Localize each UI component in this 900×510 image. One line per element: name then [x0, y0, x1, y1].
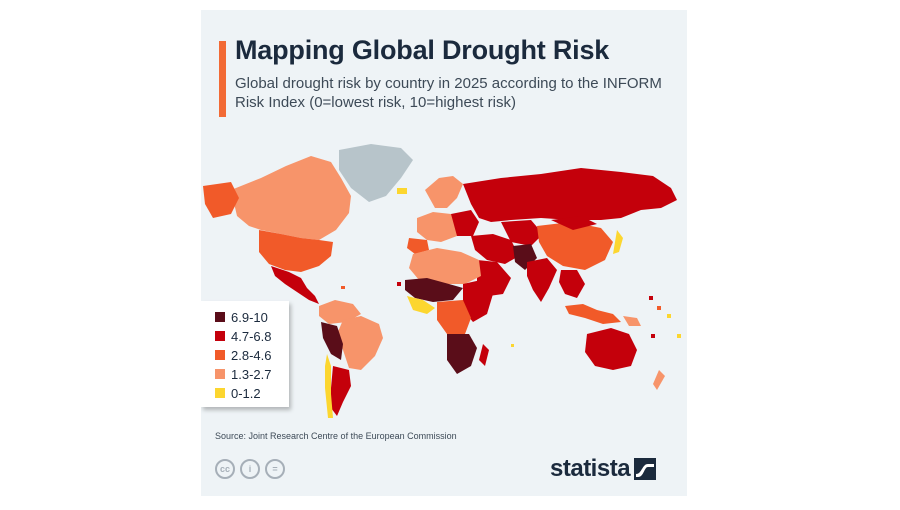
pacific-island-4 [677, 334, 681, 338]
legend-swatch [215, 350, 225, 360]
east-africa [463, 280, 493, 322]
brand-logo[interactable]: statista [550, 455, 657, 483]
legend-item: 0-1.2 [215, 385, 261, 401]
canada [231, 156, 351, 240]
greenland [339, 144, 413, 202]
new-zealand [653, 370, 665, 390]
scandinavia [425, 176, 463, 208]
japan [613, 230, 623, 254]
map-legend: 6.9-10 4.7-6.8 2.8-4.6 1.3-2.7 0-1.2 [201, 301, 289, 407]
sahel [405, 278, 463, 302]
legend-item: 2.8-4.6 [215, 347, 271, 363]
mongolia [551, 216, 597, 230]
southeast-asia [559, 270, 585, 298]
madagascar [479, 344, 489, 366]
argentina [331, 366, 351, 416]
page-title: Mapping Global Drought Risk [235, 35, 610, 65]
brand-name: statista [550, 455, 631, 482]
legend-label: 2.8-4.6 [231, 347, 272, 363]
central-asia [501, 220, 543, 246]
legend-swatch [215, 369, 225, 379]
atlantic-island [397, 282, 401, 286]
legend-swatch [215, 388, 225, 398]
legend-label: 1.3-2.7 [231, 366, 272, 382]
western-europe [417, 212, 463, 242]
iceland [397, 188, 407, 194]
legend-item: 1.3-2.7 [215, 366, 271, 382]
legend-item: 6.9-10 [215, 309, 268, 325]
alaska [203, 182, 239, 218]
russia [463, 168, 677, 222]
peru-bolivia [321, 322, 343, 360]
legend-item: 4.7-6.8 [215, 328, 271, 344]
pacific-island-5 [651, 334, 655, 338]
legend-swatch [215, 331, 225, 341]
title-accent-bar [219, 41, 226, 117]
iberia [407, 238, 429, 254]
source-note: Source: Joint Research Centre of the Eur… [215, 431, 457, 441]
legend-swatch [215, 312, 225, 322]
china [537, 222, 613, 270]
pacific-island-2 [657, 306, 661, 310]
page-subtitle: Global drought risk by country in 2025 a… [235, 75, 662, 111]
brazil [337, 316, 383, 370]
southern-africa [447, 334, 477, 374]
legend-label: 4.7-6.8 [231, 328, 272, 344]
world-map [203, 144, 681, 418]
indian-ocean-island [511, 344, 514, 347]
statista-logo-icon [634, 458, 657, 480]
pacific-island-1 [649, 296, 653, 300]
eastern-europe [451, 210, 479, 236]
north-africa [409, 248, 481, 284]
mexico [271, 266, 319, 304]
pacific-island-3 [667, 314, 671, 318]
usa [259, 230, 333, 272]
caribbean-island [341, 286, 345, 289]
west-africa-coast [407, 296, 435, 314]
papua-new-guinea [623, 316, 641, 326]
cc-icon[interactable]: cc [215, 459, 235, 479]
equals-icon[interactable]: = [265, 459, 285, 479]
legend-label: 0-1.2 [231, 385, 261, 401]
indonesia [565, 304, 621, 324]
india [527, 258, 557, 302]
person-icon[interactable]: i [240, 459, 260, 479]
turkey-iran [471, 234, 519, 264]
license-icons: cc i = [215, 459, 290, 479]
chile [325, 354, 333, 418]
legend-label: 6.9-10 [231, 309, 268, 325]
colombia-venezuela [319, 300, 361, 324]
australia [585, 328, 637, 370]
infographic-card: Mapping Global Drought Risk Global droug… [201, 10, 687, 496]
central-africa [437, 300, 471, 334]
